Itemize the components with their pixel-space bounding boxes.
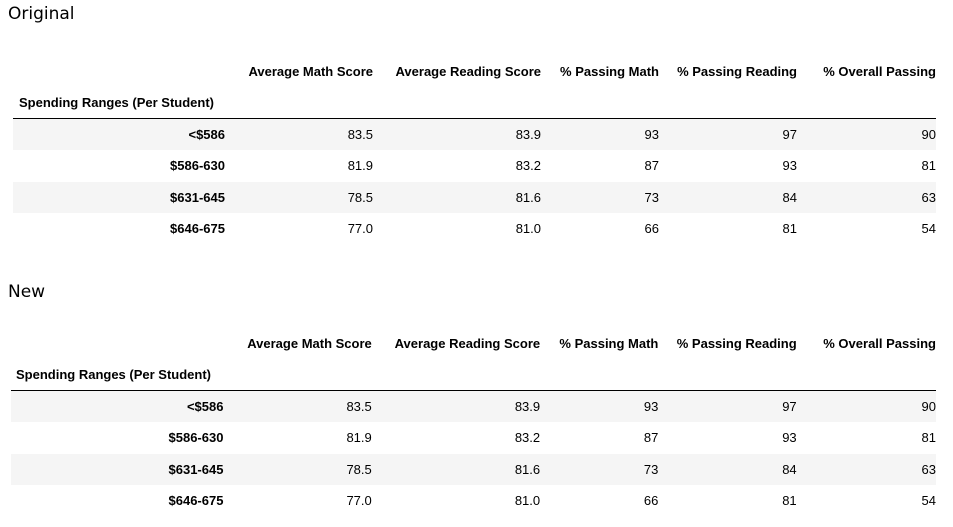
table-row: <$586 83.5 83.9 93 97 90 <box>11 390 936 422</box>
table-row: <$586 83.5 83.9 93 97 90 <box>13 118 936 150</box>
table-cell: 81.6 <box>514 461 541 477</box>
row-index: <$586 <box>188 127 225 142</box>
row-index: $586-630 <box>170 158 225 174</box>
table-cell: 81.0 <box>514 493 541 509</box>
index-name-row: Spending Ranges (Per Student) <box>11 358 936 391</box>
table-cell: 90 <box>921 399 936 414</box>
section-label-original: Original <box>8 4 75 24</box>
column-header: % Passing Reading <box>677 63 797 79</box>
dataframe-original: Average Math Score Average Reading Score… <box>13 56 936 245</box>
table-cell: 93 <box>782 430 797 446</box>
table-row: $631-645 78.5 81.6 73 84 63 <box>13 181 936 213</box>
table-cell: 81 <box>782 493 797 509</box>
table-cell: 81.0 <box>515 221 541 237</box>
column-header: % Passing Math <box>560 63 659 79</box>
table-cell: 73 <box>644 189 659 205</box>
table-cell: 83.9 <box>515 127 541 142</box>
table-cell: 81 <box>782 221 797 237</box>
header-blank <box>659 86 797 119</box>
table-cell: 97 <box>782 127 797 142</box>
table-cell: 87 <box>644 158 659 174</box>
index-name-row: Spending Ranges (Per Student) <box>13 86 936 119</box>
row-index: $646-675 <box>170 221 225 237</box>
table-cell: 93 <box>644 127 659 142</box>
table-cell: 78.5 <box>346 461 372 477</box>
column-header: Average Reading Score <box>394 335 541 351</box>
column-header: % Overall Passing <box>823 335 936 351</box>
header-blank <box>541 86 659 119</box>
summary-table: Average Math Score Average Reading Score… <box>11 328 936 517</box>
row-index: $646-675 <box>168 493 224 509</box>
column-header: Average Math Score <box>248 63 373 79</box>
header-blank <box>13 56 225 86</box>
table-row: $646-675 77.0 81.0 66 81 54 <box>11 485 937 517</box>
table-cell: 81 <box>921 158 936 174</box>
table-cell: 83.9 <box>514 399 541 414</box>
table-row: $586-630 81.9 83.2 87 93 81 <box>11 422 937 454</box>
row-index: $586-630 <box>168 430 224 446</box>
table-cell: 81.6 <box>515 189 541 205</box>
header-blank <box>658 358 797 391</box>
table-cell: 81 <box>921 430 936 446</box>
column-header: Average Math Score <box>247 335 372 351</box>
row-index: <$586 <box>186 399 224 414</box>
table-cell: 63 <box>921 189 936 205</box>
row-index: $631-645 <box>170 189 225 205</box>
index-name: Spending Ranges (Per Student) <box>11 358 224 391</box>
header-blank <box>223 358 372 391</box>
table-cell: 54 <box>921 493 936 509</box>
column-header: % Passing Math <box>559 335 659 351</box>
header-blank <box>373 86 541 119</box>
table-cell: 81.9 <box>346 430 372 446</box>
index-name: Spending Ranges (Per Student) <box>13 86 225 119</box>
table-cell: 77.0 <box>347 221 373 237</box>
row-index: $631-645 <box>168 461 224 477</box>
header-blank <box>225 86 373 119</box>
table-cell: 63 <box>921 461 936 477</box>
table-cell: 66 <box>643 493 659 509</box>
table-cell: 83.5 <box>347 127 373 142</box>
table-cell: 93 <box>782 158 797 174</box>
header-blank <box>540 358 659 391</box>
section-label-new: New <box>8 282 46 302</box>
table-cell: 97 <box>782 399 797 414</box>
header-blank <box>796 358 936 391</box>
table-cell: 83.2 <box>515 158 541 174</box>
table-row: $646-675 77.0 81.0 66 81 54 <box>13 213 936 245</box>
header-blank <box>11 328 223 358</box>
table-cell: 78.5 <box>347 189 373 205</box>
table-cell: 54 <box>921 221 936 237</box>
table-row: $586-630 81.9 83.2 87 93 81 <box>13 150 936 182</box>
table-cell: 66 <box>644 221 659 237</box>
header-blank <box>797 86 936 119</box>
table-cell: 87 <box>643 430 659 446</box>
table-cell: 77.0 <box>346 493 372 509</box>
column-header: % Overall Passing <box>823 63 936 79</box>
dataframe-new: Average Math Score Average Reading Score… <box>11 328 936 517</box>
header-blank <box>371 358 541 391</box>
table-cell: 84 <box>782 461 797 477</box>
column-header: % Passing Reading <box>676 335 797 351</box>
table-cell: 83.2 <box>514 430 541 446</box>
table-cell: 84 <box>782 189 797 205</box>
summary-table: Average Math Score Average Reading Score… <box>13 56 936 245</box>
table-cell: 93 <box>643 399 659 414</box>
column-header-row: Average Math Score Average Reading Score… <box>13 56 936 86</box>
column-header: Average Reading Score <box>395 63 541 79</box>
table-row: $631-645 78.5 81.6 73 84 63 <box>11 453 936 485</box>
table-cell: 73 <box>643 461 659 477</box>
table-cell: 90 <box>921 127 936 142</box>
column-header-row: Average Math Score Average Reading Score… <box>11 328 936 358</box>
table-cell: 83.5 <box>346 399 372 414</box>
table-cell: 81.9 <box>347 158 373 174</box>
